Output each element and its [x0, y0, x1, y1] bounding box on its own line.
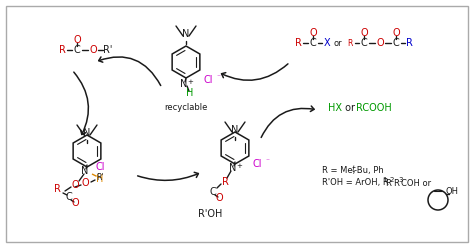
Text: +: + — [187, 79, 193, 85]
Text: 2: 2 — [390, 177, 394, 183]
Text: Cl: Cl — [95, 162, 105, 172]
Text: C: C — [65, 192, 73, 202]
Text: O: O — [376, 38, 384, 48]
Text: ⁻: ⁻ — [216, 72, 220, 82]
Text: 1: 1 — [382, 177, 386, 183]
Text: C: C — [73, 45, 81, 55]
Text: H: H — [186, 88, 194, 98]
Text: or: or — [342, 103, 358, 113]
Text: O: O — [360, 28, 368, 38]
Text: C: C — [310, 38, 316, 48]
Text: R = Me,: R = Me, — [322, 165, 358, 175]
Text: R: R — [294, 38, 301, 48]
Text: N: N — [83, 128, 91, 138]
Text: O: O — [89, 45, 97, 55]
Text: O: O — [71, 198, 79, 208]
Text: O: O — [81, 178, 89, 188]
Text: O: O — [392, 28, 400, 38]
Text: O: O — [71, 180, 79, 190]
Text: Cl: Cl — [252, 159, 262, 169]
Text: R: R — [54, 184, 61, 194]
Text: ⁻: ⁻ — [265, 156, 269, 165]
Text: R': R' — [103, 45, 113, 55]
Text: R'OH: R'OH — [198, 209, 222, 219]
Text: R: R — [221, 177, 228, 187]
Text: OH: OH — [446, 187, 458, 196]
Text: R: R — [59, 45, 65, 55]
Text: R': R' — [96, 174, 104, 183]
Text: Cl: Cl — [203, 75, 213, 85]
Text: +: + — [236, 163, 242, 169]
Text: X: X — [324, 38, 330, 48]
Text: COH or: COH or — [401, 179, 431, 187]
Text: N: N — [182, 29, 190, 39]
FancyBboxPatch shape — [6, 6, 468, 242]
Text: O: O — [215, 193, 223, 203]
Text: N: N — [82, 166, 89, 176]
Text: 3: 3 — [398, 177, 402, 183]
Text: R'OH = ArOH, R: R'OH = ArOH, R — [322, 179, 389, 187]
Text: O: O — [73, 35, 81, 45]
Text: t: t — [351, 165, 354, 175]
Text: R: R — [393, 179, 399, 187]
Text: R: R — [385, 179, 391, 187]
Text: HX: HX — [328, 103, 342, 113]
Text: C: C — [392, 38, 400, 48]
Text: or: or — [334, 38, 342, 48]
Text: N: N — [231, 125, 239, 135]
Text: R: R — [406, 38, 412, 48]
Text: RCOOH: RCOOH — [356, 103, 392, 113]
Text: H: H — [96, 174, 104, 184]
Text: recyclable: recyclable — [164, 103, 208, 113]
Text: R: R — [347, 38, 353, 48]
Text: -Bu, Ph: -Bu, Ph — [354, 165, 384, 175]
Text: O: O — [309, 28, 317, 38]
Text: N: N — [229, 163, 237, 173]
Text: N: N — [180, 79, 188, 89]
Text: C: C — [361, 38, 367, 48]
Text: C: C — [210, 187, 216, 197]
